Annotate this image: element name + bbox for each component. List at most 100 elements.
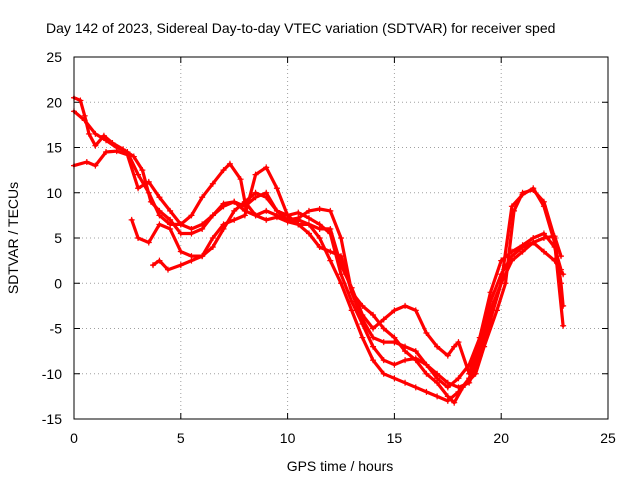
data-point — [135, 171, 142, 178]
data-point — [156, 212, 163, 219]
data-point — [402, 379, 409, 386]
y-tick-label: 15 — [46, 140, 62, 156]
y-tick-label: 0 — [54, 275, 62, 291]
data-point — [263, 216, 270, 223]
data-point — [476, 352, 483, 359]
data-point — [380, 316, 387, 323]
data-point — [273, 185, 280, 192]
data-point — [273, 207, 280, 214]
x-tick-label: 5 — [177, 430, 185, 446]
data-point — [455, 375, 462, 382]
data-point — [103, 149, 110, 156]
data-point — [92, 142, 99, 149]
data-point — [156, 221, 163, 228]
data-point — [220, 200, 227, 207]
data-point — [508, 257, 515, 264]
data-point — [560, 271, 567, 278]
data-point — [508, 203, 515, 210]
data-point — [434, 370, 441, 377]
data-point — [444, 352, 451, 359]
data-point — [551, 239, 558, 246]
data-point — [560, 322, 567, 329]
data-point — [519, 191, 526, 198]
data-point — [327, 230, 334, 237]
data-point — [209, 180, 216, 187]
data-point — [177, 262, 184, 269]
grid-lines — [74, 57, 608, 419]
data-point — [519, 248, 526, 255]
data-point — [338, 235, 344, 241]
data-point — [455, 384, 462, 391]
data-point — [540, 248, 547, 255]
data-point — [305, 207, 312, 214]
data-point — [412, 384, 419, 391]
data-point — [188, 230, 195, 237]
data-point — [150, 262, 157, 269]
y-tick-label: 10 — [46, 185, 62, 201]
data-point — [540, 235, 547, 241]
plot-frame — [73, 56, 609, 420]
data-point — [263, 207, 270, 214]
data-point — [226, 160, 233, 167]
data-point — [551, 257, 558, 264]
data-point — [128, 216, 135, 223]
data-point — [316, 244, 323, 251]
y-axis-label: SDTVAR / TECUs — [5, 182, 21, 294]
data-point — [81, 117, 88, 124]
x-tick-label: 15 — [387, 430, 403, 446]
data-point — [370, 311, 377, 318]
data-point — [139, 167, 146, 174]
data-point — [423, 330, 430, 337]
data-point — [231, 216, 238, 223]
data-point — [493, 307, 500, 314]
data-point — [338, 271, 344, 278]
data-point — [220, 225, 227, 232]
y-tick-label: 20 — [46, 94, 62, 110]
data-point — [252, 171, 259, 178]
data-point — [156, 194, 163, 201]
data-point — [241, 198, 248, 205]
data-point — [412, 355, 419, 362]
data-point — [188, 212, 195, 219]
data-point — [209, 235, 216, 241]
data-point — [391, 375, 398, 382]
x-tick-label: 25 — [600, 430, 616, 446]
data-point — [252, 189, 259, 196]
data-point — [444, 397, 451, 404]
data-point — [434, 379, 441, 386]
data-point — [359, 311, 366, 318]
data-point — [237, 176, 244, 183]
data-point — [209, 244, 216, 251]
data-point — [188, 257, 195, 264]
data-point — [530, 185, 537, 192]
data-point — [177, 248, 184, 255]
data-point — [370, 325, 377, 332]
data-point — [451, 343, 458, 350]
data-point — [241, 212, 248, 219]
y-tick-label: 5 — [54, 230, 62, 246]
data-point — [199, 253, 206, 260]
data-point — [167, 225, 174, 232]
data-point — [370, 343, 377, 350]
data-point — [263, 194, 270, 201]
data-point — [83, 158, 90, 165]
data-point — [327, 248, 334, 255]
data-point — [348, 298, 355, 305]
data-point — [359, 320, 366, 327]
data-point — [295, 209, 302, 216]
data-point — [209, 212, 216, 219]
y-tick-label: 25 — [46, 49, 62, 65]
data-point — [85, 130, 92, 137]
data-point — [444, 379, 451, 386]
data-point — [370, 357, 377, 364]
data-point — [498, 280, 505, 287]
data-point — [284, 212, 291, 219]
data-point — [316, 206, 323, 213]
x-axis-label: GPS time / hours — [287, 458, 394, 474]
data-point — [380, 357, 387, 364]
data-point — [359, 302, 366, 309]
data-point — [558, 253, 565, 260]
data-point — [77, 97, 84, 104]
chart-title: Day 142 of 2023, Sidereal Day-to-day VTE… — [46, 20, 555, 36]
data-point — [167, 207, 174, 214]
